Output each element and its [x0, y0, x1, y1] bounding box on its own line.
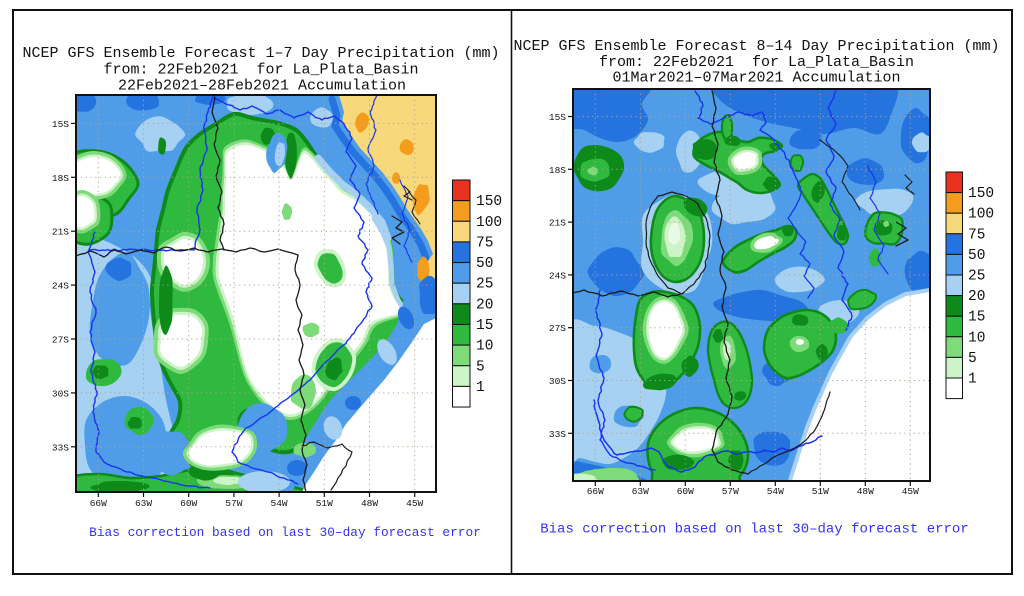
- svg-text:15S: 15S: [549, 112, 566, 123]
- svg-text:20: 20: [476, 297, 493, 313]
- svg-text:75: 75: [476, 235, 493, 251]
- svg-text:54W: 54W: [767, 486, 784, 497]
- svg-text:48W: 48W: [361, 498, 378, 509]
- svg-text:30S: 30S: [549, 376, 566, 387]
- svg-text:10: 10: [968, 330, 985, 346]
- svg-text:48W: 48W: [857, 486, 874, 497]
- svg-text:45W: 45W: [902, 486, 919, 497]
- svg-text:150: 150: [968, 186, 994, 202]
- svg-text:15: 15: [968, 310, 985, 326]
- svg-text:25: 25: [476, 277, 493, 293]
- svg-text:15S: 15S: [52, 119, 69, 130]
- svg-text:1: 1: [968, 372, 977, 388]
- svg-text:22Feb2021–28Feb2021 Accumulati: 22Feb2021–28Feb2021 Accumulation: [118, 78, 406, 95]
- svg-text:57W: 57W: [722, 486, 739, 497]
- svg-text:66W: 66W: [90, 498, 107, 509]
- svg-text:Bias correction based on last: Bias correction based on last 30–day for…: [540, 522, 968, 538]
- svg-text:33S: 33S: [52, 442, 69, 453]
- svg-text:63W: 63W: [135, 498, 152, 509]
- svg-text:5: 5: [476, 359, 485, 375]
- svg-text:100: 100: [968, 207, 994, 223]
- svg-text:100: 100: [476, 215, 502, 231]
- svg-text:50: 50: [476, 256, 493, 272]
- svg-text:21S: 21S: [549, 218, 566, 229]
- svg-text:33S: 33S: [549, 429, 566, 440]
- svg-text:57W: 57W: [225, 498, 242, 509]
- svg-text:Bias correction based on last: Bias correction based on last 30–day for…: [89, 525, 481, 540]
- svg-text:from: 22Feb2021 for La_Plata_: from: 22Feb2021 for La_Plata_Basin: [599, 54, 914, 71]
- svg-text:30S: 30S: [52, 388, 69, 399]
- svg-text:18S: 18S: [52, 173, 69, 184]
- svg-text:21S: 21S: [52, 227, 69, 238]
- svg-text:63W: 63W: [632, 486, 649, 497]
- svg-text:from: 22Feb2021 for La_Plata_: from: 22Feb2021 for La_Plata_Basin: [103, 62, 418, 79]
- svg-text:10: 10: [476, 339, 493, 355]
- svg-text:27S: 27S: [52, 335, 69, 346]
- svg-text:NCEP GFS Ensemble Forecast 8–1: NCEP GFS Ensemble Forecast 8–14 Day Prec…: [513, 38, 999, 55]
- svg-text:15: 15: [476, 318, 493, 334]
- svg-text:5: 5: [968, 351, 977, 367]
- svg-text:27S: 27S: [549, 323, 566, 334]
- svg-text:24S: 24S: [549, 270, 566, 281]
- svg-text:75: 75: [968, 227, 985, 243]
- svg-text:66W: 66W: [587, 486, 604, 497]
- svg-text:18S: 18S: [549, 165, 566, 176]
- svg-text:45W: 45W: [406, 498, 423, 509]
- svg-text:1: 1: [476, 380, 485, 396]
- svg-text:51W: 51W: [316, 498, 333, 509]
- svg-text:60W: 60W: [180, 498, 197, 509]
- svg-text:20: 20: [968, 289, 985, 305]
- svg-text:51W: 51W: [812, 486, 829, 497]
- svg-text:54W: 54W: [271, 498, 288, 509]
- svg-text:150: 150: [476, 194, 502, 210]
- svg-text:50: 50: [968, 248, 985, 264]
- svg-text:01Mar2021–07Mar2021 Accumulati: 01Mar2021–07Mar2021 Accumulation: [612, 70, 900, 87]
- svg-text:60W: 60W: [677, 486, 694, 497]
- svg-text:25: 25: [968, 269, 985, 285]
- svg-text:24S: 24S: [52, 281, 69, 292]
- svg-text:NCEP GFS Ensemble Forecast 1–7: NCEP GFS Ensemble Forecast 1–7 Day Preci…: [22, 45, 499, 62]
